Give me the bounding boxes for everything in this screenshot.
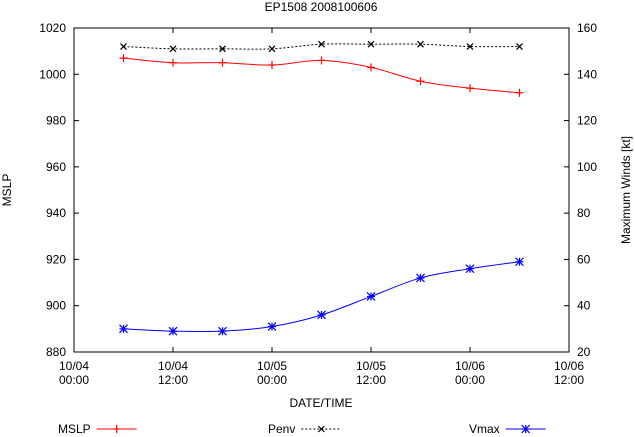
x-tick-label: 12:00 [554,373,584,387]
y-tick-label: 880 [46,345,66,359]
data-point [317,56,326,65]
data-point [168,326,178,336]
data-point [268,45,276,53]
legend-label-mslp: MSLP [58,422,91,436]
legend-label-penv: Penv [268,422,295,436]
plot-axes: 10/0400:0010/0412:0010/0500:0010/0512:00… [39,21,597,387]
legend-marker [521,424,531,434]
x-tick-label: 10/06 [554,359,584,373]
x-tick-label: 10/05 [257,359,287,373]
data-point [416,273,425,283]
series-layer [119,40,524,336]
y2-tick-label: 40 [577,299,591,313]
y2-axis-label: Maximum Winds [kt] [619,136,633,244]
data-point [267,322,277,331]
data-point [219,45,226,53]
data-point [218,58,227,67]
legend-label-vmax: Vmax [469,422,500,436]
data-point [119,324,128,334]
x-tick-label: 10/04 [59,359,89,373]
y-tick-label: 940 [46,206,66,220]
x-tick-label: 12:00 [356,373,386,387]
legend: MSLP Penv Vmax [58,422,546,436]
data-point [169,58,177,67]
data-point [218,326,227,336]
series-line-penv [123,43,520,50]
data-point [268,61,276,70]
chart-title: EP1508 2008100606 [265,0,378,14]
data-point [516,43,523,50]
data-point [367,63,375,72]
plot-frame [73,27,570,353]
y-tick-label: 900 [46,299,66,313]
data-point [120,43,127,50]
series-penv [120,40,523,53]
y-tick-label: 1020 [39,21,66,35]
x-tick-label: 00:00 [455,373,485,387]
data-point [465,264,475,274]
x-axis-label: DATE/TIME [289,396,352,410]
series-mslp [119,54,524,97]
data-point [466,84,474,93]
x-tick-label: 10/06 [455,359,485,373]
y2-tick-label: 160 [577,21,597,35]
y2-tick-label: 140 [577,67,597,81]
data-point [466,43,474,50]
legend-marker [112,425,121,433]
x-tick-label: 00:00 [257,373,287,387]
x-tick-label: 12:00 [158,373,188,387]
data-point [367,40,375,48]
x-tick-label: 10/04 [158,359,188,373]
data-point [515,257,524,267]
data-point [416,77,425,86]
y-axis-label: MSLP [0,174,14,207]
y-tick-label: 920 [46,252,66,266]
y2-tick-label: 60 [577,252,591,266]
data-point [119,54,128,63]
legend-marker [317,425,325,433]
data-point [317,310,326,320]
series-vmax [119,257,524,336]
y2-tick-label: 80 [577,206,591,220]
y-tick-label: 960 [46,160,66,174]
x-tick-label: 00:00 [59,373,89,387]
data-point [417,40,424,48]
data-point [366,292,376,301]
y2-tick-label: 100 [577,160,597,174]
data-point [318,40,325,48]
y-tick-label: 1000 [39,67,66,81]
data-point [169,45,177,53]
y2-tick-label: 120 [577,114,597,128]
x-tick-label: 10/05 [356,359,386,373]
series-line-vmax [123,261,520,333]
data-point [515,88,524,97]
y2-tick-label: 20 [577,345,591,359]
y-tick-label: 980 [46,114,66,128]
